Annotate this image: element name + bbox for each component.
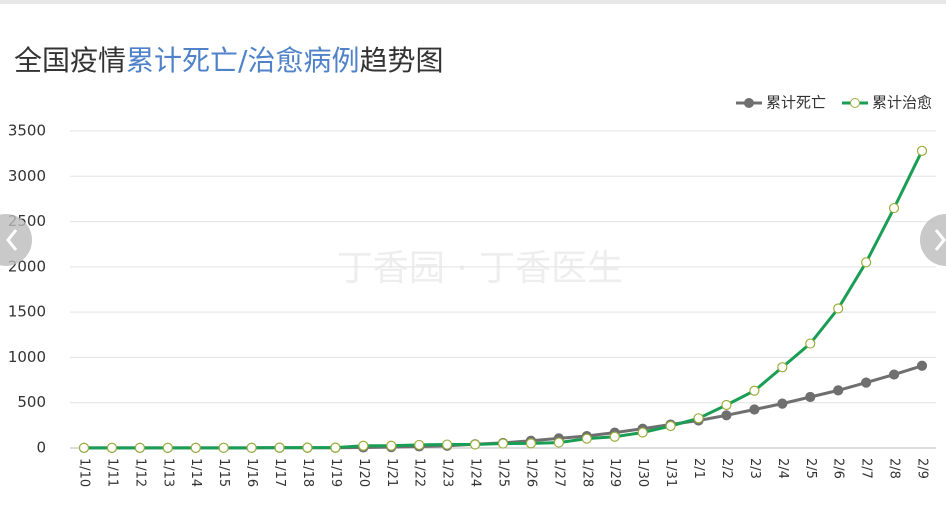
- x-tick-label: 1/31: [663, 458, 678, 487]
- point: [916, 145, 928, 156]
- x-tick-label: 2/3: [747, 458, 762, 479]
- title-part: 趋势图: [359, 44, 443, 77]
- title-part: 全国疫情: [14, 44, 126, 77]
- prev-button[interactable]: [0, 214, 32, 266]
- x-tick-label: 1/26: [523, 458, 538, 487]
- x-tick-label: 1/21: [384, 458, 399, 487]
- point: [805, 391, 816, 403]
- point: [553, 437, 564, 448]
- x-tick-label: 2/1: [691, 458, 706, 479]
- x-tick-label: 1/17: [272, 458, 287, 487]
- point: [469, 439, 481, 450]
- point: [358, 440, 369, 451]
- y-tick-label: 0: [36, 439, 46, 457]
- point: [274, 442, 285, 453]
- x-tick-label: 2/8: [887, 458, 902, 479]
- x-tick-label: 1/18: [300, 458, 315, 487]
- point: [442, 439, 453, 450]
- point: [609, 431, 620, 442]
- y-tick-label: 1500: [8, 303, 46, 321]
- point: [861, 257, 872, 268]
- point: [302, 442, 313, 453]
- x-tick-label: 1/22: [412, 458, 427, 487]
- point: [581, 433, 592, 444]
- point: [693, 413, 704, 424]
- legend-label: 累计死亡: [766, 94, 826, 112]
- point: [777, 398, 788, 409]
- point: [721, 399, 732, 411]
- x-tick-label: 2/2: [719, 458, 734, 479]
- chart-title: 全国疫情累计死亡/治愈病例趋势图: [14, 44, 443, 77]
- x-tick-label: 1/19: [328, 458, 343, 487]
- point: [749, 404, 760, 415]
- point: [665, 420, 676, 432]
- point: [637, 427, 648, 438]
- x-tick-label: 1/16: [244, 458, 259, 487]
- series-line: [84, 364, 923, 450]
- point: [916, 360, 928, 371]
- x-tick-label: 1/11: [104, 458, 119, 487]
- y-tick-label: 500: [17, 393, 46, 411]
- x-tick-label: 2/9: [915, 458, 930, 479]
- x-tick-label: 1/25: [496, 458, 511, 487]
- x-tick-label: 1/15: [216, 458, 231, 487]
- point: [218, 442, 229, 453]
- x-tick-label: 1/27: [551, 458, 566, 487]
- x-tick-label: 1/12: [132, 458, 147, 487]
- point: [497, 438, 509, 449]
- point: [888, 202, 900, 214]
- legend-label: 累计治愈: [872, 94, 932, 112]
- point: [525, 438, 537, 449]
- point: [246, 442, 257, 453]
- point: [414, 439, 425, 451]
- x-tick-label: 1/13: [160, 458, 175, 487]
- y-tick-label: 3500: [8, 122, 46, 140]
- point: [749, 385, 760, 396]
- x-tick-label: 1/28: [579, 458, 594, 487]
- top-strip: [0, 0, 946, 4]
- point: [386, 440, 397, 451]
- x-tick-label: 1/20: [356, 458, 371, 487]
- x-tick-label: 2/4: [775, 458, 790, 479]
- x-tick-label: 1/29: [607, 458, 622, 487]
- watermark: 丁香园 · 丁香医生: [337, 248, 623, 289]
- legend-marker: [849, 98, 860, 108]
- next-button[interactable]: [920, 214, 946, 266]
- legend-marker: [743, 98, 754, 108]
- x-tick-label: 2/5: [803, 458, 818, 479]
- point: [833, 303, 844, 314]
- point: [861, 377, 872, 388]
- plot: [78, 145, 928, 454]
- next-arrow: [934, 229, 946, 251]
- x-tick-label: 1/30: [635, 458, 650, 487]
- y-tick-label: 3000: [8, 167, 46, 185]
- point: [134, 442, 145, 453]
- y-tick-label: 1000: [8, 348, 46, 366]
- point: [777, 362, 788, 373]
- point: [162, 442, 173, 453]
- series-line: [84, 150, 924, 450]
- point: [106, 442, 118, 453]
- point: [721, 410, 732, 421]
- point: [805, 338, 816, 349]
- x-tick-label: 1/23: [440, 458, 455, 487]
- x-tick-label: 2/7: [859, 458, 874, 479]
- x-tick-label: 1/14: [188, 458, 203, 487]
- x-tick-label: 1/24: [468, 458, 483, 487]
- point: [78, 442, 90, 453]
- point: [888, 369, 900, 380]
- point: [833, 385, 844, 396]
- title-part: 累计死亡/治愈病例: [126, 44, 359, 77]
- prev-arrow: [6, 229, 18, 251]
- x-tick-label: 1/10: [77, 458, 92, 487]
- point: [190, 442, 201, 453]
- point: [330, 442, 341, 453]
- x-tick-label: 2/6: [831, 458, 846, 479]
